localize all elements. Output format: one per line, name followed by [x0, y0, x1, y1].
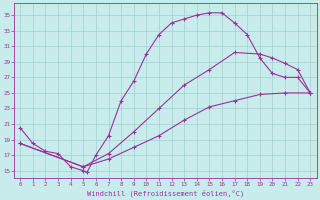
X-axis label: Windchill (Refroidissement éolien,°C): Windchill (Refroidissement éolien,°C): [87, 189, 244, 197]
